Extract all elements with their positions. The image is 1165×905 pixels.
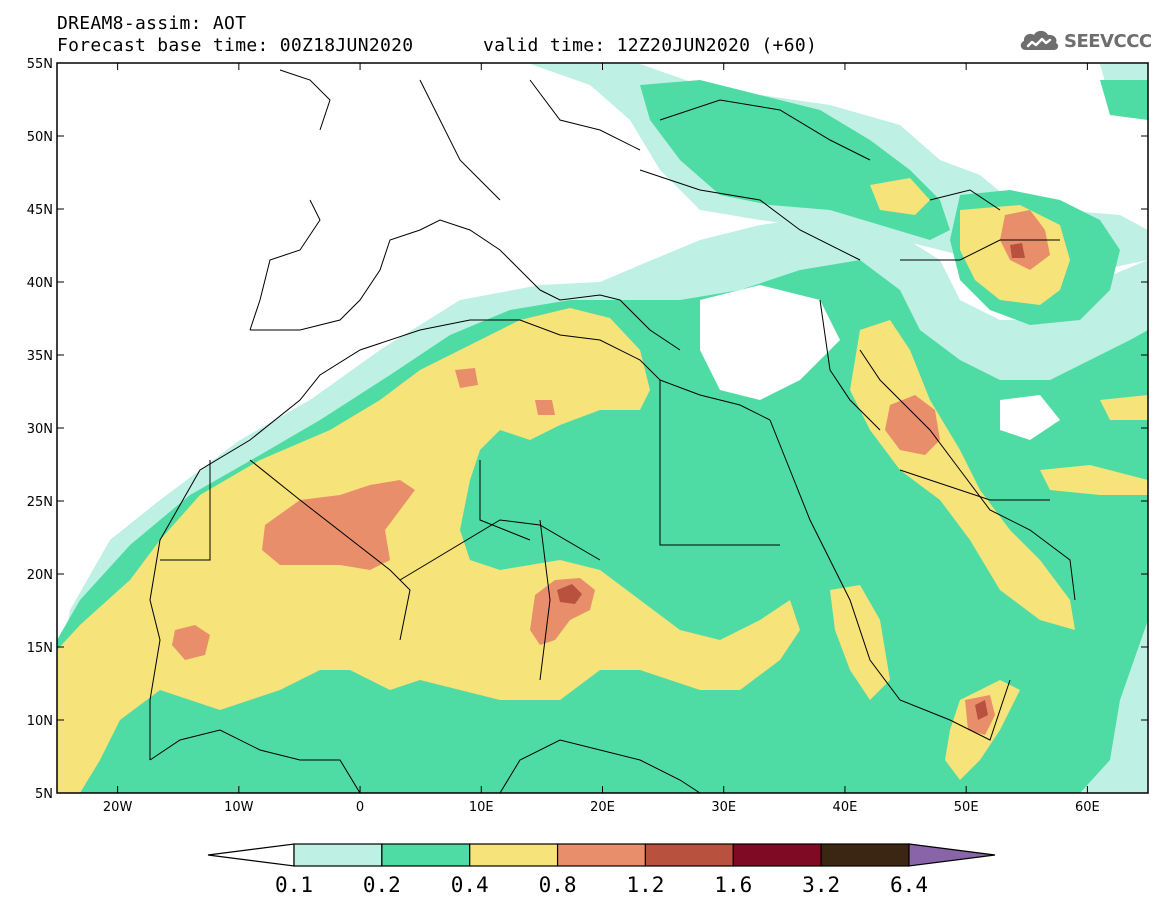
forecast-base-time: Forecast base time: 00Z18JUN2020 <box>57 35 414 56</box>
coastlines <box>149 69 1076 793</box>
colorbar-label: 0.8 <box>539 873 577 897</box>
cloud-icon <box>1020 30 1059 50</box>
logo-text: SEEVCCC <box>1064 30 1152 52</box>
lon-tick-label: 20E <box>590 800 615 815</box>
colorbar-high-arrow <box>908 843 996 867</box>
colorbar-segment <box>293 843 383 867</box>
lon-tick-label: 10E <box>469 800 494 815</box>
colorbar-segment <box>820 843 910 867</box>
lat-tick-label: 45N <box>27 203 53 218</box>
valid-time: valid time: 12Z20JUN2020 (+60) <box>483 35 818 56</box>
colorbar-label: 0.2 <box>363 873 401 897</box>
colorbar-label: 1.2 <box>626 873 664 897</box>
aot-field <box>57 63 1148 793</box>
lon-tick-label: 0 <box>356 800 364 815</box>
colorbar-segment <box>381 843 471 867</box>
colorbar-label: 1.6 <box>714 873 752 897</box>
lat-tick-label: 25N <box>27 495 53 510</box>
lat-tick-label: 20N <box>27 568 53 583</box>
colorbar-label: 6.4 <box>890 873 928 897</box>
lat-tick-label: 55N <box>27 57 53 72</box>
colorbar-segment <box>469 843 559 867</box>
lat-tick-label: 10N <box>27 714 53 729</box>
longitude-axis: 20W 10W 0 10E 20E 30E 40E 50E 60E <box>103 63 1100 815</box>
colorbar: 0.1 0.2 0.4 0.8 1.2 1.6 3.2 6.4 <box>207 843 996 897</box>
lon-tick-label: 40E <box>833 800 858 815</box>
lat-tick-label: 5N <box>35 787 53 802</box>
lon-tick-label: 60E <box>1075 800 1100 815</box>
lat-tick-label: 30N <box>27 422 53 437</box>
colorbar-label: 0.1 <box>275 873 313 897</box>
lat-tick-label: 15N <box>27 641 53 656</box>
lat-tick-label: 50N <box>27 130 53 145</box>
lon-tick-label: 20W <box>103 800 133 815</box>
lon-tick-label: 30E <box>711 800 736 815</box>
colorbar-segment <box>732 843 822 867</box>
seevccc-logo: SEEVCCC <box>1018 26 1152 56</box>
lon-tick-label: 10W <box>224 800 254 815</box>
lat-tick-label: 35N <box>27 349 53 364</box>
colorbar-label: 3.2 <box>802 873 840 897</box>
colorbar-label: 0.4 <box>451 873 489 897</box>
colorbar-segment <box>644 843 734 867</box>
lon-tick-label: 50E <box>954 800 979 815</box>
colorbar-segment <box>556 843 647 867</box>
map-title: DREAM8-assim: AOT <box>57 13 247 34</box>
latitude-axis: 55N 50N 45N 40N 35N 30N 25N 20N 15N 10N 5N <box>27 57 1148 802</box>
lat-tick-label: 40N <box>27 276 53 291</box>
colorbar-low-arrow <box>207 843 295 867</box>
aot-contour-1.2 <box>557 243 1025 720</box>
